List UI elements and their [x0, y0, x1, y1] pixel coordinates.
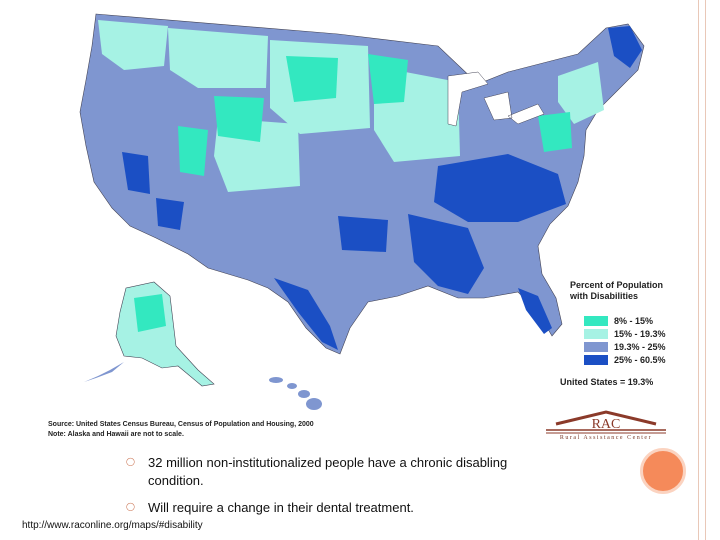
legend-swatch-2	[584, 329, 608, 339]
alaska-shape	[115, 281, 215, 387]
legend-title: Percent of Population with Disabilities	[570, 280, 664, 301]
legend-swatch-3	[584, 342, 608, 352]
legend-label-1: 8% - 15%	[614, 316, 654, 326]
region-dark-florida	[518, 288, 552, 334]
legend-item-3: 19.3% - 25%	[584, 341, 666, 353]
map-source-block: Source: United States Census Bureau, Cen…	[48, 420, 314, 440]
alaska-bright-patch	[134, 294, 166, 332]
hawaii-island-3	[298, 390, 310, 398]
legend-label-3: 19.3% - 25%	[614, 342, 666, 352]
region-dark-south	[408, 214, 484, 294]
hawaii-island-4	[306, 398, 322, 410]
bullet-list: ◯ 32 million non-institutionalized peopl…	[124, 454, 544, 526]
legend-swatch-4	[584, 355, 608, 365]
region-dark-nevada	[122, 152, 150, 194]
region-bright-northeast	[538, 112, 572, 152]
bullet-item-1: ◯ 32 million non-institutionalized peopl…	[124, 454, 544, 490]
legend-item-2: 15% - 19.3%	[584, 328, 666, 340]
map-source-text: Source: United States Census Bureau, Cen…	[48, 421, 314, 428]
bullet-marker-icon: ◯	[126, 457, 135, 466]
disability-map-figure: Percent of Population with Disabilities …	[38, 6, 684, 441]
legend-item-4: 25% - 60.5%	[584, 354, 666, 366]
hawaii-island-1	[269, 377, 283, 383]
source-url[interactable]: http://www.raconline.org/maps/#disabilit…	[22, 520, 203, 531]
rac-logo-mark: RAC	[546, 410, 666, 434]
us-county-map	[79, 13, 645, 410]
region-light-montana	[168, 28, 268, 88]
legend-swatch-1	[584, 316, 608, 326]
slide-border-rule	[698, 0, 706, 540]
region-bright-dakotas	[286, 56, 338, 102]
bullet-item-2: ◯ Will require a change in their dental …	[124, 499, 544, 517]
legend-label-2: 15% - 19.3%	[614, 329, 666, 339]
region-bright-minnesota	[368, 54, 408, 104]
us-average-rate: United States = 19.3%	[560, 377, 654, 387]
bullet-text-2: Will require a change in their dental tr…	[148, 500, 414, 515]
region-dark-texas-border	[274, 278, 338, 350]
alaska-islands	[84, 362, 124, 382]
region-bright-wyoming	[214, 96, 264, 142]
hawaii-island-2	[287, 383, 297, 389]
region-dark-arizona	[156, 198, 184, 230]
legend-item-1: 8% - 15%	[584, 315, 653, 327]
bullet-marker-icon: ◯	[126, 502, 135, 511]
region-dark-maine	[608, 26, 642, 68]
bullet-text-1: 32 million non-institutionalized people …	[148, 455, 508, 488]
rac-logo: RAC Rural Assistance Center	[546, 408, 666, 448]
map-note-text: Note: Alaska and Hawaii are not to scale…	[48, 431, 184, 438]
rac-logo-letters: RAC	[592, 417, 621, 432]
great-lakes-water	[447, 71, 545, 127]
region-light-newengland	[558, 62, 604, 124]
rac-logo-caption: Rural Assistance Center	[559, 435, 653, 441]
decorative-orange-circle	[640, 448, 686, 494]
legend-label-4: 25% - 60.5%	[614, 355, 666, 365]
region-light-northwest	[98, 20, 168, 70]
region-dark-oklahoma	[338, 216, 388, 252]
region-dark-appalachia	[434, 154, 566, 222]
region-bright-utah	[178, 126, 208, 176]
